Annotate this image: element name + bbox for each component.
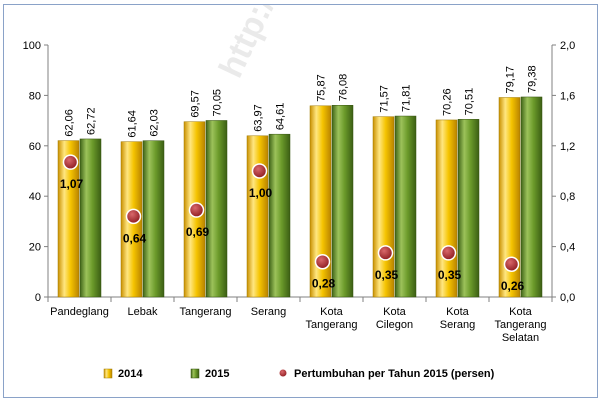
bar-2015 (205, 120, 228, 298)
legend-marker-growth (278, 368, 288, 378)
legend-marker-2014 (103, 368, 113, 379)
bar-2014 (498, 97, 521, 298)
data-label-2014: 70,26 (442, 88, 454, 116)
growth-point (62, 154, 79, 170)
bar-2015 (331, 105, 354, 298)
data-label-2014: 61,64 (127, 110, 139, 138)
data-label-2015: 70,51 (464, 88, 476, 116)
growth-label: 1,07 (60, 177, 84, 191)
growth-label: 0,69 (186, 225, 210, 239)
y-tick-label: 100 (23, 40, 41, 52)
x-category-label: Kota (383, 306, 407, 318)
data-label-2015: 70,05 (212, 89, 224, 117)
x-category-label: Serang (251, 306, 286, 318)
bar-2014 (246, 135, 269, 298)
legend-marker-2015 (190, 368, 200, 379)
data-label-2014: 62,06 (64, 109, 76, 137)
x-category-label: Tangerang (180, 306, 232, 318)
data-label-2014: 71,57 (379, 85, 391, 113)
growth-point (251, 163, 268, 179)
data-label-2015: 76,08 (338, 74, 350, 102)
growth-label: 1,00 (249, 186, 273, 200)
data-label-2014: 79,17 (505, 66, 517, 94)
data-label-2015: 62,03 (149, 109, 161, 137)
x-category-label: Cilegon (376, 319, 413, 331)
data-label-2015: 71,81 (401, 85, 413, 113)
y2-tick-label: 1,6 (560, 90, 575, 102)
bar-2014 (57, 140, 80, 298)
x-category-label: Selatan (502, 332, 539, 344)
growth-point (440, 245, 457, 261)
x-category-label: Serang (440, 319, 475, 331)
x-category-label: Tangerang (306, 319, 358, 331)
legend: 2014 2015 Pertumbuhan per Tahun 2015 (pers… (103, 368, 495, 380)
data-label-2015: 79,38 (527, 65, 539, 93)
data-label-2015: 62,72 (86, 107, 98, 135)
growth-label: 0,26 (501, 279, 525, 293)
y-tick-label: 20 (29, 242, 41, 254)
y2-tick-label: 0,8 (560, 191, 575, 203)
legend-label-2014: 2014 (118, 368, 143, 380)
bar-2015 (268, 133, 291, 298)
y-tick-label: 80 (29, 90, 41, 102)
data-label-2014: 69,57 (190, 90, 202, 118)
chart: http://b 0 20 40 60 80 100 0,0 0,4 0,8 1,2 1,6 2,0 62… (23, 5, 576, 380)
x-category-label: Kota (446, 306, 470, 318)
growth-point (188, 202, 205, 218)
growth-label: 0,28 (312, 277, 336, 291)
bar-2014 (309, 105, 332, 298)
y-tick-label: 0 (35, 292, 41, 304)
bar-2015 (394, 115, 417, 298)
bar-2015 (79, 138, 102, 298)
plot-area: http://b 0 20 40 60 80 100 0,0 0,4 0,8 1,2 1,6 2,0 62… (23, 5, 576, 344)
x-category-label: Tangerang (495, 319, 547, 331)
growth-point (503, 256, 520, 272)
growth-label: 0,35 (375, 268, 399, 282)
bar-2015 (142, 140, 165, 298)
y-tick-label: 40 (29, 191, 41, 203)
growth-point (125, 208, 142, 225)
x-category-label: Kota (509, 306, 533, 318)
data-label-2015: 64,61 (275, 103, 287, 131)
x-category-label: Lebak (128, 306, 158, 318)
growth-label: 0,64 (123, 231, 147, 245)
watermark-text: http://b (212, 5, 295, 83)
bar-2015 (457, 119, 480, 298)
data-label-2014: 75,87 (316, 74, 328, 102)
growth-point (314, 253, 331, 270)
legend-label-2015: 2015 (205, 368, 229, 380)
y-tick-label: 60 (29, 141, 41, 153)
data-label-2014: 63,97 (253, 104, 265, 132)
bar-2015 (520, 96, 543, 298)
x-category-label: Kota (320, 306, 344, 318)
x-category-label: Pandeglang (50, 306, 109, 318)
y2-tick-label: 2,0 (560, 40, 575, 52)
y2-tick-label: 0,0 (560, 292, 575, 304)
growth-label: 0,35 (438, 268, 462, 282)
legend-label-growth: Pertumbuhan per Tahun 2015 (persen) (294, 368, 495, 380)
chart-frame: http://b 0 20 40 60 80 100 0,0 0,4 0,8 1,2 1,6 2,0 62… (3, 4, 598, 398)
growth-point (377, 245, 394, 261)
y2-tick-label: 0,4 (560, 242, 575, 254)
y2-tick-label: 1,2 (560, 141, 575, 153)
